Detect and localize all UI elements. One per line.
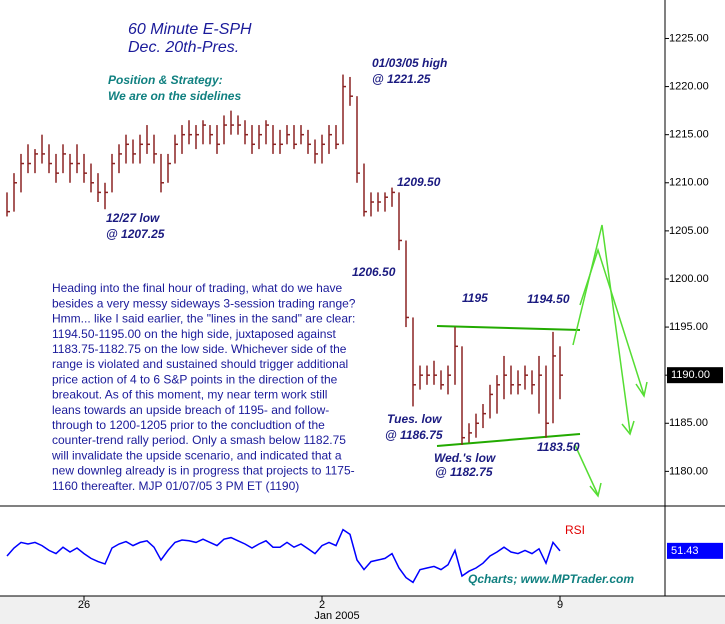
strategy-heading: Position & Strategy:	[108, 73, 223, 87]
rsi-last-box	[667, 542, 723, 559]
last-price-label: 1190.00	[671, 369, 710, 381]
commentary-line: besides a very messy sideways 3-session …	[52, 296, 356, 310]
annotation: Tues. low	[387, 412, 442, 426]
annotation: @ 1221.25	[372, 72, 431, 86]
rsi-last-label: 51.43	[671, 545, 699, 557]
chart-title: 60 Minute E-SPH	[128, 21, 252, 38]
y-tick-label: 1215.00	[669, 129, 709, 141]
commentary-line: 1194.50-1195.00 on the high side, juxtap…	[52, 327, 336, 341]
commentary-line: 1183.75-1182.75 on the low side. Whichev…	[52, 342, 347, 356]
commentary-line: Hmm... like I said earlier, the "lines i…	[52, 312, 355, 326]
arrowhead	[589, 482, 602, 498]
y-tick-label: 1200.00	[669, 273, 709, 285]
annotation: @ 1207.25	[106, 227, 165, 241]
annotation: Wed.'s low	[434, 451, 496, 465]
rsi-title: RSI	[565, 523, 585, 537]
y-tick-label: 1185.00	[669, 417, 708, 429]
commentary: Heading into the final hour of trading, …	[51, 281, 356, 493]
x-axis-annotation: Jan 2005	[314, 610, 359, 622]
y-tick-label: 1205.00	[669, 225, 709, 237]
commentary-line: Heading into the final hour of trading, …	[52, 281, 343, 295]
down-projection	[574, 444, 599, 496]
commentary-line: through to 1200-1205 prior to the conclu…	[52, 418, 325, 432]
date-axis-band	[0, 596, 725, 624]
last-price-box	[667, 367, 723, 384]
arrowhead	[635, 381, 648, 398]
commentary-line: range is violated and sustained should t…	[52, 357, 348, 371]
y-tick-label: 1220.00	[669, 80, 709, 92]
up-projection-2	[579, 247, 645, 396]
projection-arrows	[572, 224, 648, 498]
commentary-line: breakout. As of this moment, my near ter…	[52, 388, 327, 402]
commentary-line: 1160 thereafter. MJP 01/07/05 3 PM ET (1…	[52, 479, 299, 493]
strategy-text: We are on the sidelines	[108, 89, 241, 103]
annotation: @ 1182.75	[435, 465, 493, 479]
annotation: 1195	[462, 291, 488, 305]
range-bottom-line	[436, 433, 581, 447]
annotation: 1209.50	[397, 175, 441, 189]
annotation: 1194.50	[527, 292, 570, 306]
x-tick-label: 26	[78, 599, 90, 611]
x-tick-label: 2	[319, 599, 325, 611]
annotation: 01/03/05 high	[372, 56, 447, 70]
annotation: 1206.50	[352, 265, 396, 279]
y-tick-label: 1210.00	[669, 177, 709, 189]
commentary-line: new downleg already is in progress that …	[52, 464, 355, 478]
x-tick-label: 9	[557, 599, 563, 611]
commentary-line: will invalidate the upside scenario, and…	[51, 448, 342, 462]
commentary-line: leans towards an upside breach of 1195- …	[52, 403, 329, 417]
commentary-line: price action of 4 to 6 S&P points in the…	[52, 372, 338, 386]
chart-subtitle: Dec. 20th-Pres.	[128, 39, 239, 56]
commentary-line: counter-trend rally period. Only a smash…	[52, 433, 346, 447]
up-projection	[572, 224, 631, 433]
annotation: 1183.50	[537, 440, 580, 454]
rsi-line	[6, 528, 561, 584]
trendlines	[436, 325, 581, 447]
range-top-line	[436, 325, 581, 331]
y-tick-label: 1180.00	[669, 465, 708, 477]
annotation: @ 1186.75	[385, 428, 443, 442]
annotation: 12/27 low	[106, 211, 160, 225]
y-tick-label: 1195.00	[669, 321, 708, 333]
y-tick-label: 1225.00	[669, 32, 709, 44]
source: Qcharts; www.MPTrader.com	[468, 572, 634, 586]
arrowhead	[621, 420, 635, 436]
